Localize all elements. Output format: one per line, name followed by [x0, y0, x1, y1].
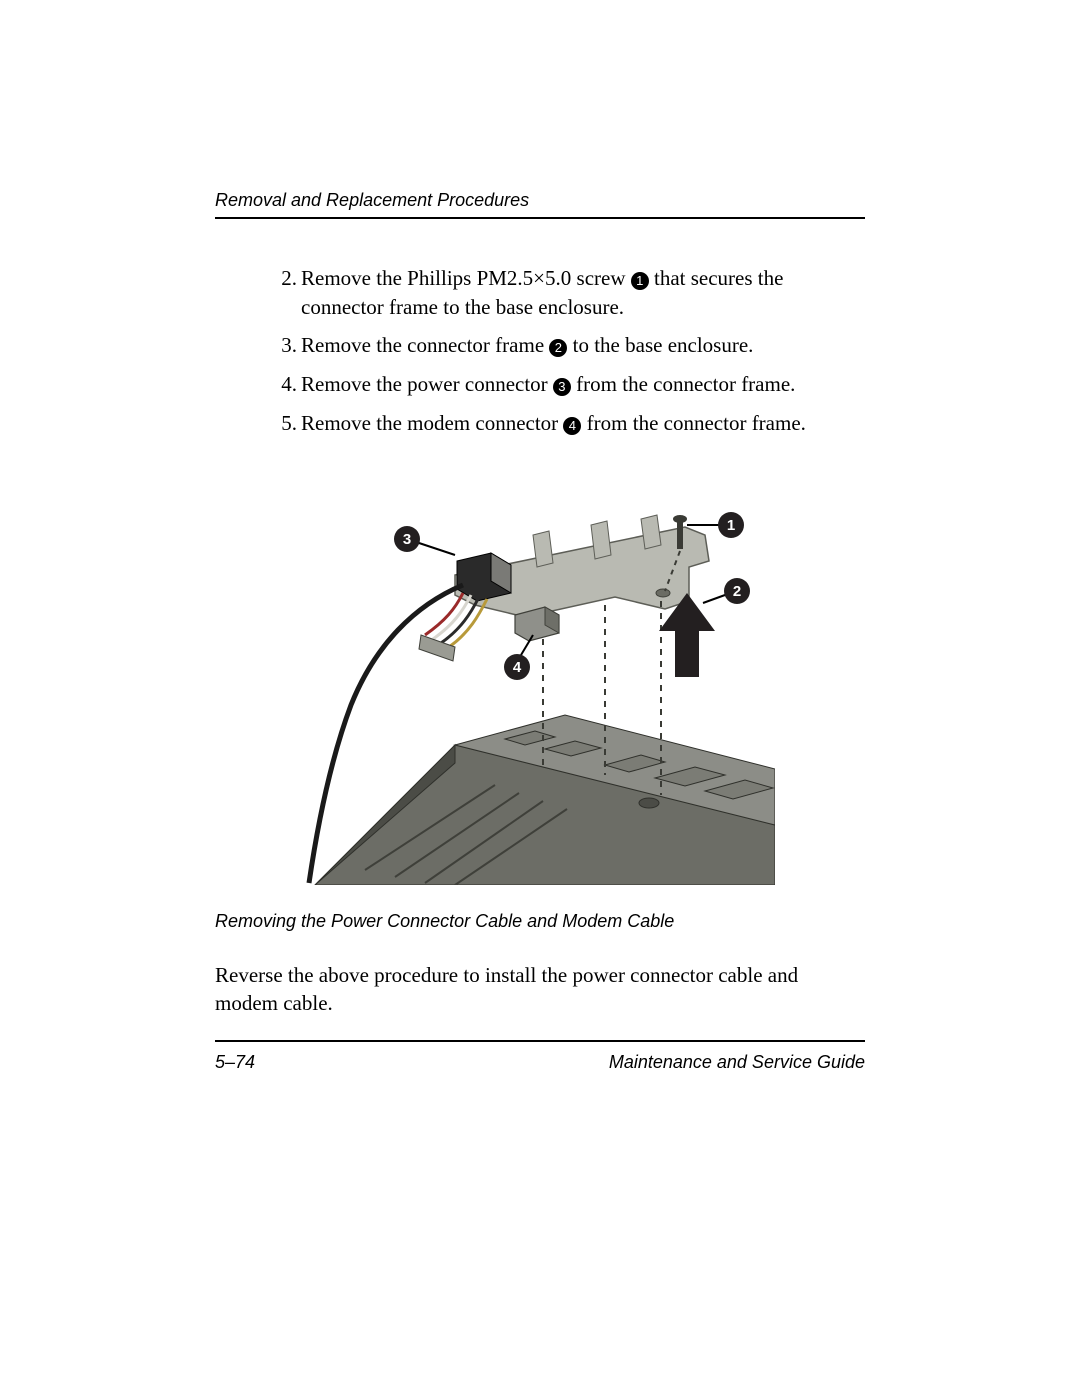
base-enclosure-icon — [315, 715, 775, 885]
page-header: Removal and Replacement Procedures — [215, 190, 865, 219]
step-text: Remove the Phillips PM2.5×5.0 screw 1 th… — [301, 265, 865, 322]
callout-4: 4 — [513, 659, 522, 676]
callout-ref-1-icon: 1 — [631, 267, 649, 294]
step-text: Remove the connector frame 2 to the base… — [301, 332, 865, 361]
step-list: 2. Remove the Phillips PM2.5×5.0 screw 1… — [271, 265, 865, 439]
guide-title: Maintenance and Service Guide — [609, 1052, 865, 1073]
callout-2: 2 — [733, 583, 741, 600]
page: Removal and Replacement Procedures 2. Re… — [0, 0, 1080, 1397]
figure: 1 2 3 4 Removing the Power Connector Cab… — [215, 475, 865, 932]
callout-ref-3-icon: 3 — [553, 373, 571, 400]
step-item: 2. Remove the Phillips PM2.5×5.0 screw 1… — [271, 265, 865, 322]
callout-ref-4-icon: 4 — [563, 412, 581, 439]
step-number: 4. — [271, 371, 301, 400]
callout-3: 3 — [403, 531, 411, 548]
step-text: Remove the power connector 3 from the co… — [301, 371, 865, 400]
step-number: 2. — [271, 265, 301, 322]
figure-caption: Removing the Power Connector Cable and M… — [215, 911, 865, 932]
step-text: Remove the modem connector 4 from the co… — [301, 410, 865, 439]
step-item: 5. Remove the modem connector 4 from the… — [271, 410, 865, 439]
closing-note: Reverse the above procedure to install t… — [215, 962, 865, 1017]
page-footer: 5–74 Maintenance and Service Guide — [215, 1040, 865, 1073]
step-number: 3. — [271, 332, 301, 361]
callout-ref-2-icon: 2 — [549, 334, 567, 361]
step-item: 3. Remove the connector frame 2 to the b… — [271, 332, 865, 361]
callout-1: 1 — [727, 517, 735, 534]
diagram-svg: 1 2 3 4 — [305, 475, 775, 885]
page-number: 5–74 — [215, 1052, 255, 1073]
section-title: Removal and Replacement Procedures — [215, 190, 529, 211]
step-item: 4. Remove the power connector 3 from the… — [271, 371, 865, 400]
step-number: 5. — [271, 410, 301, 439]
